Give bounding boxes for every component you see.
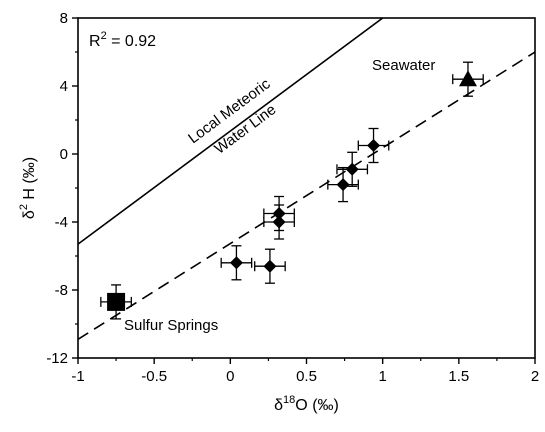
- y-tick-label-5: 8: [60, 10, 68, 27]
- y-tick-label-0: -12: [46, 350, 68, 367]
- data-point-4: [336, 178, 350, 192]
- lmwl-line: [78, 18, 384, 245]
- regression-line: [78, 51, 535, 340]
- data-point-3: [272, 215, 286, 229]
- y-tick-label-2: -4: [55, 214, 68, 231]
- sulfur-springs-point-error-bars: [100, 284, 132, 320]
- y-tick-label-4: 4: [60, 78, 68, 95]
- data-point-5: [345, 162, 359, 176]
- x-axis-label: δ18O (‰): [274, 394, 339, 414]
- plot-frame: [77, 17, 536, 359]
- r-squared-label: R2 = 0.92: [89, 30, 156, 50]
- plot-area: [78, 18, 535, 340]
- y-axis-label: δ2 H (‰): [18, 157, 38, 219]
- x-tick-label-4: 1: [378, 368, 386, 385]
- seawater-label: Seawater: [372, 57, 435, 74]
- axes: -1 -0.5 0 0.5 1 1.5 2 -12 -8 -4 0 4 8: [46, 10, 539, 385]
- x-tick-label-2: 0: [226, 368, 234, 385]
- y-tick-label-3: 0: [60, 146, 68, 163]
- x-tick-label-6: 2: [531, 368, 539, 385]
- sulfur-springs-label: Sulfur Springs: [124, 317, 218, 334]
- data-point-0: [229, 256, 243, 270]
- data-point-1: [263, 259, 277, 273]
- x-tick-label-1: -0.5: [141, 368, 167, 385]
- x-tick-label-3: 0.5: [296, 368, 317, 385]
- data-point-1-error-bars: [254, 248, 286, 284]
- x-tick-label-5: 1.5: [448, 368, 469, 385]
- y-tick-label-1: -8: [55, 282, 68, 299]
- x-tick-label-0: -1: [71, 368, 84, 385]
- sulfur-springs-point: [107, 292, 126, 311]
- data-point-6: [367, 139, 381, 152]
- seawater-point: [458, 70, 477, 87]
